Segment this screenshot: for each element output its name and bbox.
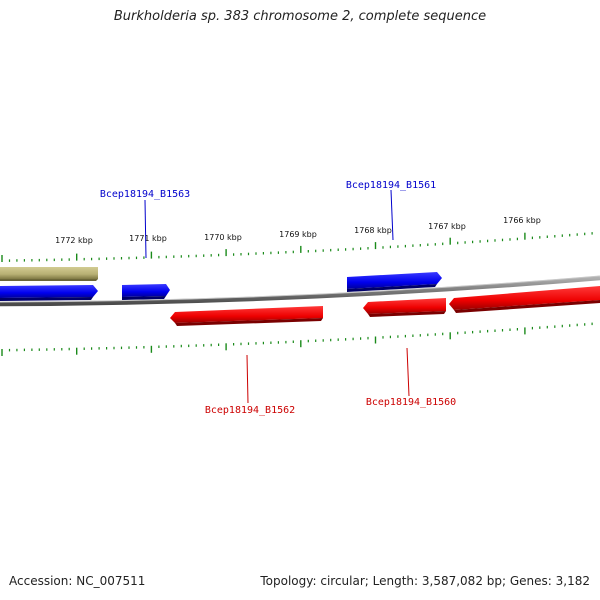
tick-label-1767: 1767 kbp <box>428 222 466 231</box>
tick-label-1771: 1771 kbp <box>129 234 167 243</box>
tick-label-1772: 1772 kbp <box>55 236 93 245</box>
gene-label-b1560[interactable]: Bcep18194_B1560 <box>366 397 456 408</box>
map-title: Burkholderia sp. 383 chromosome 2, compl… <box>113 9 487 24</box>
leader-b1563 <box>144 199 147 259</box>
gene-bcep18194-b1560[interactable] <box>363 298 446 317</box>
tick-label-1768: 1768 kbp <box>354 226 392 235</box>
gene-forward-left[interactable] <box>0 285 98 301</box>
inner-tick-ruler <box>1 322 593 356</box>
tick-label-1766: 1766 kbp <box>503 216 541 225</box>
outer-tick-ruler <box>1 232 593 262</box>
gene-label-b1563[interactable]: Bcep18194_B1563 <box>100 189 190 200</box>
gene-bcep18194-b1563[interactable] <box>122 284 170 300</box>
tick-label-1769: 1769 kbp <box>279 230 317 239</box>
leader-b1562 <box>246 354 249 404</box>
tick-label-1770: 1770 kbp <box>204 233 242 242</box>
gene-label-b1561[interactable]: Bcep18194_B1561 <box>346 180 436 191</box>
leader-b1561 <box>390 189 394 241</box>
topology-summary: Topology: circular; Length: 3,587,082 bp… <box>260 574 590 588</box>
other-feature[interactable] <box>0 267 98 281</box>
gene-bcep18194-b1561[interactable] <box>347 272 442 292</box>
sequence-backbone <box>0 275 600 307</box>
gene-bcep18194-b1562[interactable] <box>170 306 323 326</box>
gene-reverse-right[interactable] <box>449 286 600 313</box>
gene-label-b1562[interactable]: Bcep18194_B1562 <box>205 405 295 416</box>
accession-text: Accession: NC_007511 <box>9 574 146 588</box>
leader-b1560 <box>406 347 410 397</box>
